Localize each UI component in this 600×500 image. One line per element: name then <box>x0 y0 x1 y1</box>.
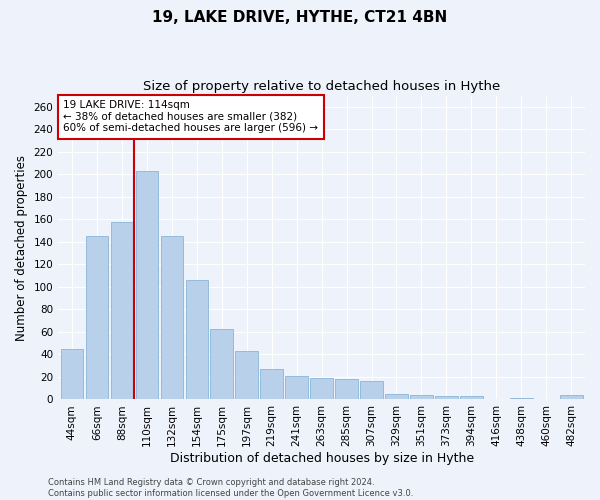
Title: Size of property relative to detached houses in Hythe: Size of property relative to detached ho… <box>143 80 500 93</box>
Bar <box>360 382 383 400</box>
Y-axis label: Number of detached properties: Number of detached properties <box>15 154 28 340</box>
Bar <box>136 171 158 400</box>
Bar <box>410 395 433 400</box>
Bar <box>460 396 482 400</box>
Bar <box>335 379 358 400</box>
Bar <box>61 349 83 400</box>
Bar <box>260 369 283 400</box>
Text: 19 LAKE DRIVE: 114sqm
← 38% of detached houses are smaller (382)
60% of semi-det: 19 LAKE DRIVE: 114sqm ← 38% of detached … <box>64 100 319 134</box>
Text: Contains HM Land Registry data © Crown copyright and database right 2024.
Contai: Contains HM Land Registry data © Crown c… <box>48 478 413 498</box>
Text: 19, LAKE DRIVE, HYTHE, CT21 4BN: 19, LAKE DRIVE, HYTHE, CT21 4BN <box>152 10 448 25</box>
Bar <box>161 236 183 400</box>
Bar <box>110 222 133 400</box>
Bar <box>560 395 583 400</box>
Bar <box>211 328 233 400</box>
Bar <box>310 378 333 400</box>
Bar <box>235 351 258 400</box>
X-axis label: Distribution of detached houses by size in Hythe: Distribution of detached houses by size … <box>170 452 473 465</box>
Bar <box>86 236 108 400</box>
Bar <box>435 396 458 400</box>
Bar <box>510 398 533 400</box>
Bar <box>286 376 308 400</box>
Bar <box>185 280 208 400</box>
Bar <box>385 394 408 400</box>
